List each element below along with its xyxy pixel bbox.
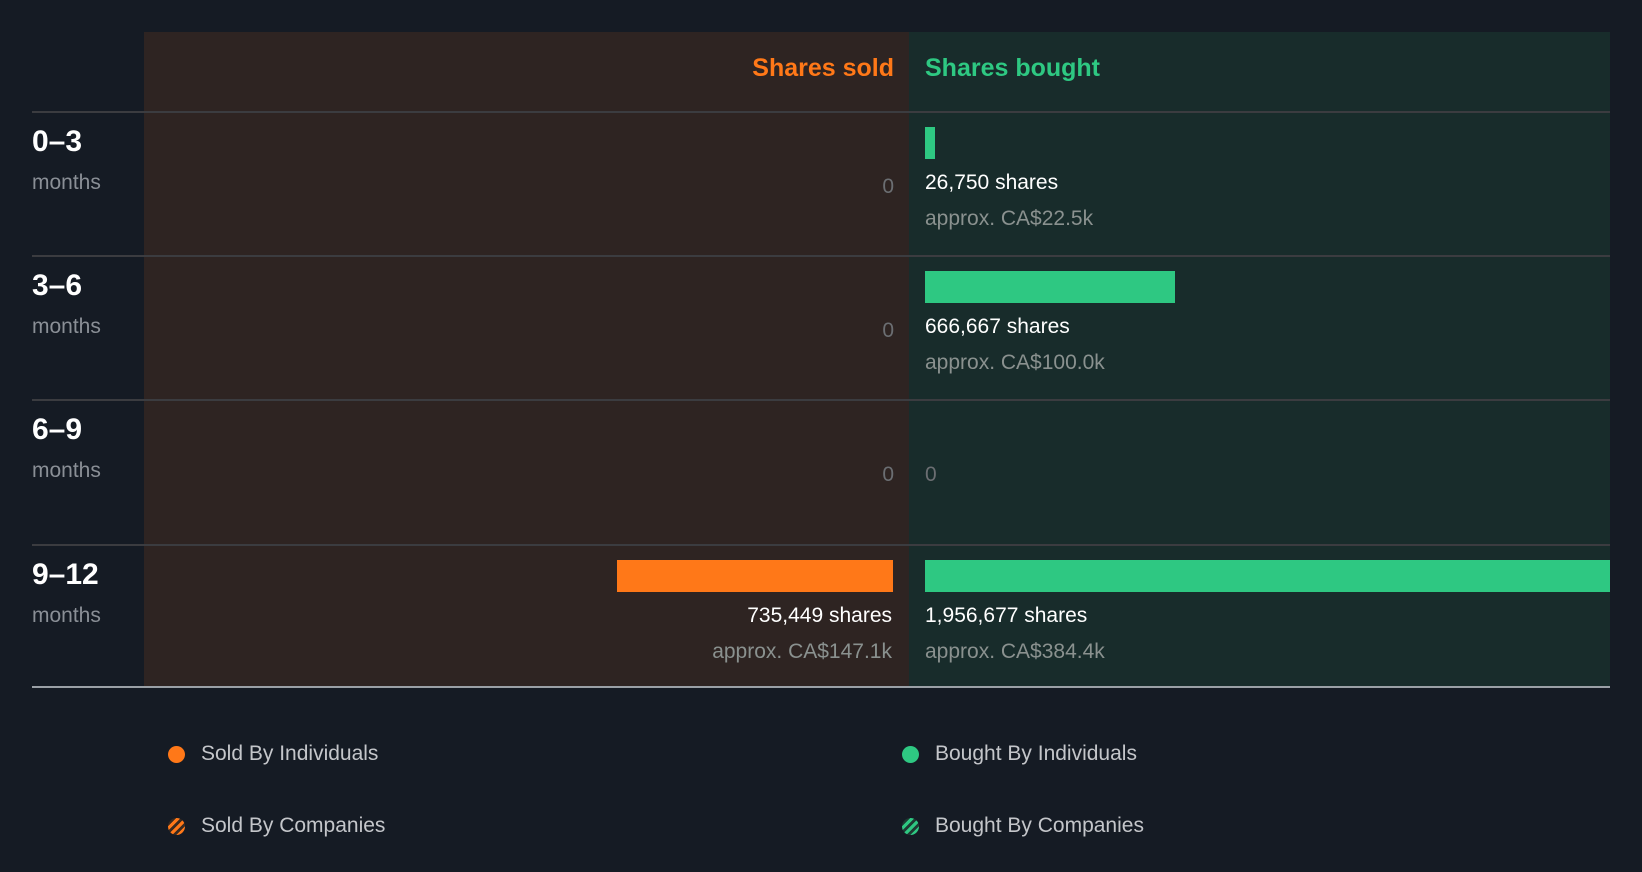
bought-zero-value: 0 [925,463,937,486]
bought-shares: 1,956,677 shares [925,604,1088,627]
legend-label: Sold By Individuals [201,742,379,765]
green-dot-icon [902,745,919,763]
bought-shares: 666,667 shares [925,315,1070,338]
bought-approx-value: approx. CA$384.4k [925,640,1105,663]
period-unit: months [32,315,101,338]
sold-shares: 735,449 shares [747,604,892,627]
divider [32,544,1610,546]
orange-dot-icon [168,745,185,763]
period-range: 9–12 [32,558,99,591]
legend-label: Bought By Individuals [935,742,1137,765]
divider [32,255,1610,257]
legend-sold-companies[interactable]: Sold By Companies [168,814,385,838]
period-row-3-6: 3–6 months 0 666,667 shares approx. CA$1… [0,257,1642,401]
sold-approx-value: approx. CA$147.1k [712,640,892,663]
period-unit: months [32,604,101,627]
chart-baseline [32,686,1610,688]
bought-bar [925,127,935,159]
legend-label: Bought By Companies [935,814,1144,837]
divider [32,111,1610,113]
bought-bar [925,271,1175,303]
period-row-0-3: 0–3 months 0 26,750 shares approx. CA$22… [0,113,1642,257]
bought-shares: 26,750 shares [925,171,1059,194]
green-striped-dot-icon [902,817,919,835]
bought-bar [925,560,1610,592]
legend-bought-companies[interactable]: Bought By Companies [902,814,1144,838]
legend-bought-individuals[interactable]: Bought By Individuals [902,742,1137,766]
period-row-9-12: 9–12 months 735,449 shares approx. CA$14… [0,546,1642,690]
sold-bar [617,560,893,592]
sold-zero-value: 0 [882,319,894,342]
sold-zero-value: 0 [882,175,894,198]
divider [32,399,1610,401]
period-range: 6–9 [32,413,83,446]
legend-label: Sold By Companies [201,814,386,837]
period-range: 3–6 [32,269,83,302]
shares-bought-header: Shares bought [925,54,1101,82]
sold-zero-value: 0 [882,463,894,486]
orange-striped-dot-icon [168,817,185,835]
legend-sold-individuals[interactable]: Sold By Individuals [168,742,378,766]
bought-approx-value: approx. CA$100.0k [925,351,1105,374]
period-unit: months [32,171,101,194]
period-row-6-9: 6–9 months 0 0 [0,401,1642,545]
shares-sold-header: Shares sold [752,54,894,82]
period-unit: months [32,459,101,482]
period-range: 0–3 [32,125,83,158]
bought-approx-value: approx. CA$22.5k [925,207,1094,230]
